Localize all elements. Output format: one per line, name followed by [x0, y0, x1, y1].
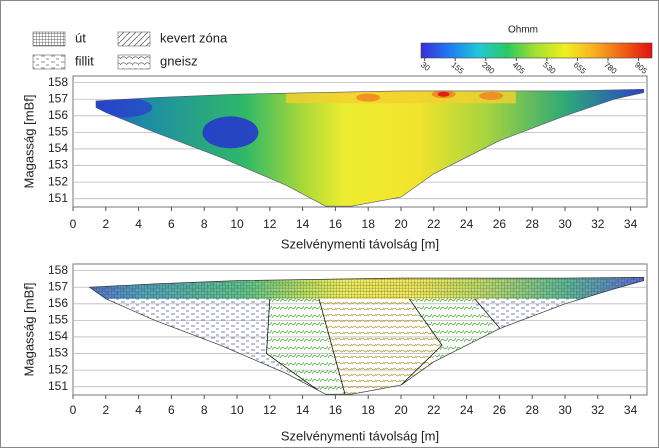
x-tick-label: 10 — [230, 217, 244, 231]
low-zone — [202, 116, 258, 148]
y-tick-label: 156 — [48, 296, 68, 310]
x-tick-label: 8 — [201, 403, 208, 417]
x-tick-label: 24 — [460, 217, 474, 231]
legend-label: fillit — [75, 53, 94, 68]
x-tick-label: 20 — [394, 217, 408, 231]
high-zone — [438, 92, 450, 97]
legend-swatch — [33, 55, 65, 69]
x-tick-label: 32 — [591, 403, 605, 417]
y-tick-label: 155 — [48, 125, 68, 139]
x-tick-label: 24 — [460, 403, 474, 417]
x-tick-label: 30 — [558, 403, 572, 417]
x-tick-label: 2 — [102, 403, 109, 417]
y-tick-label: 157 — [48, 91, 68, 105]
x-tick-label: 2 — [102, 217, 109, 231]
x-tick-label: 22 — [427, 217, 441, 231]
high-zone — [356, 94, 380, 102]
legend-label: kevert zóna — [160, 30, 228, 45]
y-tick-label: 153 — [48, 346, 68, 360]
x-tick-label: 6 — [168, 403, 175, 417]
y-tick-label: 153 — [48, 158, 68, 172]
x-tick-label: 14 — [296, 403, 310, 417]
legend-swatch — [118, 32, 150, 46]
y-axis-label: Magasság [mBf] — [21, 95, 36, 189]
legend-swatch — [118, 55, 150, 69]
y-tick-label: 158 — [48, 75, 68, 89]
y-axis-label: Magasság [mBf] — [21, 283, 36, 377]
legend-label: gneisz — [160, 53, 198, 68]
y-tick-label: 155 — [48, 313, 68, 327]
x-tick-label: 10 — [230, 403, 244, 417]
y-tick-label: 156 — [48, 108, 68, 122]
x-tick-label: 4 — [135, 217, 142, 231]
legend-swatch — [33, 32, 65, 46]
y-tick-label: 154 — [48, 329, 68, 343]
y-tick-label: 157 — [48, 279, 68, 293]
x-tick-label: 16 — [329, 217, 343, 231]
x-tick-label: 34 — [624, 403, 638, 417]
x-tick-label: 0 — [70, 403, 77, 417]
x-axis-label: Szelvénymenti távolság [m] — [281, 236, 439, 251]
y-tick-label: 152 — [48, 174, 68, 188]
y-tick-label: 158 — [48, 263, 68, 277]
x-tick-label: 20 — [394, 403, 408, 417]
x-tick-label: 0 — [70, 217, 77, 231]
x-tick-label: 30 — [558, 217, 572, 231]
x-tick-label: 18 — [362, 403, 376, 417]
figure: útfillitkevert zónagneisz Ohmm3015528040… — [0, 0, 659, 448]
y-tick-label: 151 — [48, 379, 68, 393]
x-tick-label: 16 — [329, 403, 343, 417]
legend-label: út — [75, 30, 86, 45]
x-tick-label: 14 — [296, 217, 310, 231]
x-tick-label: 22 — [427, 403, 441, 417]
x-axis-label: Szelvénymenti távolság [m] — [281, 428, 439, 443]
x-tick-label: 26 — [493, 403, 507, 417]
high-zone — [479, 92, 503, 100]
y-tick-label: 154 — [48, 141, 68, 155]
x-tick-label: 28 — [526, 403, 540, 417]
x-tick-label: 32 — [591, 217, 605, 231]
x-tick-label: 12 — [263, 403, 277, 417]
colorbar-title: Ohmm — [508, 25, 538, 36]
colorbar-bar — [421, 43, 652, 58]
x-tick-label: 34 — [624, 217, 638, 231]
x-tick-label: 18 — [362, 217, 376, 231]
y-tick-label: 152 — [48, 362, 68, 376]
y-tick-label: 151 — [48, 191, 68, 205]
x-tick-label: 6 — [168, 217, 175, 231]
x-tick-label: 26 — [493, 217, 507, 231]
x-tick-label: 8 — [201, 217, 208, 231]
x-tick-label: 12 — [263, 217, 277, 231]
x-tick-label: 28 — [526, 217, 540, 231]
x-tick-label: 4 — [135, 403, 142, 417]
